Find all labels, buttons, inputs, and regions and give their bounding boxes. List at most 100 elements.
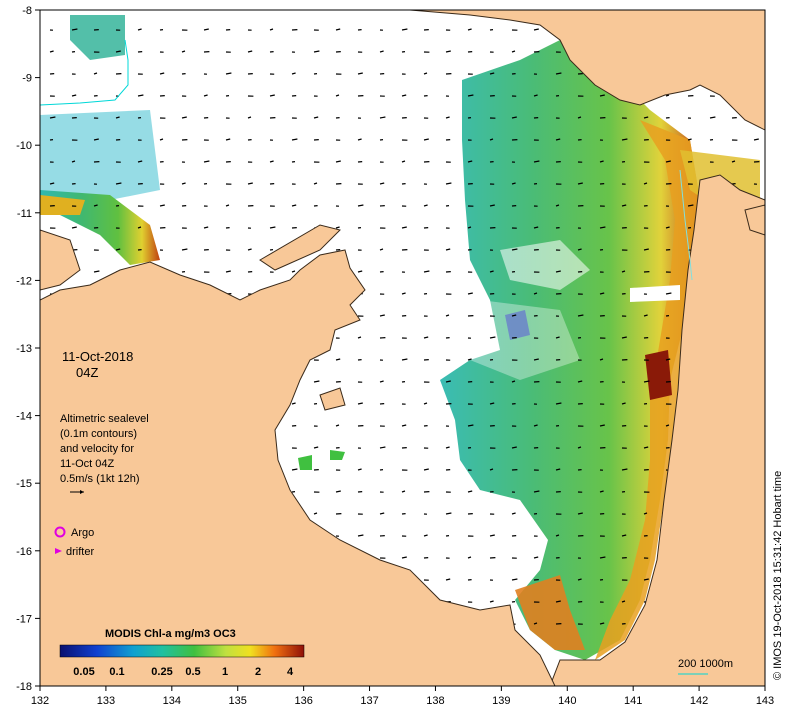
- velocity-arrow: [511, 116, 517, 119]
- velocity-arrow: [467, 226, 472, 229]
- cloud-gap: [500, 240, 590, 290]
- velocity-arrow: [709, 116, 716, 119]
- velocity-arrow: [445, 248, 451, 251]
- velocity-arrow: [423, 468, 429, 471]
- velocity-arrow: [533, 424, 538, 427]
- y-tick-label: -17: [16, 613, 32, 625]
- velocity-arrow: [137, 160, 143, 163]
- velocity-arrow: [467, 358, 472, 361]
- velocity-arrow: [533, 358, 539, 361]
- x-tick-label: 143: [756, 695, 774, 707]
- velocity-arrow: [621, 534, 627, 537]
- velocity-arrow: [665, 292, 672, 295]
- velocity-arrow: [401, 226, 407, 229]
- y-tick-label: -15: [16, 478, 32, 490]
- colorbar-label: 0.1: [109, 666, 124, 678]
- velocity-arrow: [511, 248, 518, 251]
- velocity-arrow: [357, 138, 362, 141]
- velocity-arrow: [137, 28, 142, 31]
- velocity-arrow: [643, 182, 648, 185]
- velocity-arrow: [379, 314, 385, 317]
- velocity-arrow: [511, 50, 516, 53]
- velocity-arrow: [533, 28, 539, 31]
- velocity-arrow: [489, 336, 496, 339]
- velocity-arrow: [401, 358, 408, 361]
- velocity-arrow: [115, 50, 121, 53]
- cape-york: [549, 174, 765, 686]
- velocity-arrow: [379, 116, 386, 119]
- velocity-arrow: [335, 28, 341, 31]
- colorbar-label: 4: [287, 666, 294, 678]
- tiwi-islands: [40, 229, 81, 291]
- velocity-arrow: [533, 490, 540, 493]
- velocity-arrow: [599, 490, 604, 493]
- velocity-arrow: [555, 336, 560, 339]
- velocity-arrow: [401, 424, 407, 427]
- x-tick-label: 132: [31, 695, 49, 707]
- velocity-arrow: [71, 160, 76, 163]
- x-tick-label: 134: [163, 695, 181, 707]
- colorbar-label: 1: [222, 666, 228, 678]
- velocity-arrow: [357, 270, 363, 273]
- velocity-arrow: [577, 380, 583, 383]
- colorbar-label: 0.25: [151, 666, 172, 678]
- velocity-arrow: [599, 556, 606, 559]
- velocity-arrow: [401, 160, 406, 163]
- velocity-arrow: [181, 50, 186, 53]
- velocity-arrow: [49, 50, 54, 53]
- velocity-arrow: [203, 94, 208, 97]
- velocity-arrow: [643, 380, 650, 383]
- velocity-arrow: [665, 226, 670, 229]
- velocity-arrow: [621, 600, 626, 603]
- velocity-arrow: [137, 94, 144, 97]
- velocity-arrow: [291, 402, 296, 405]
- velocity-arrow: [665, 358, 671, 361]
- velocity-arrow: [687, 138, 692, 141]
- velocity-arrow: [313, 380, 320, 383]
- velocity-arrow: [159, 138, 164, 141]
- chlorophyll-layer: [40, 15, 760, 660]
- x-tick-label: 138: [426, 695, 444, 707]
- velocity-arrow: [247, 116, 252, 119]
- chl-swath-gulf: [440, 40, 700, 660]
- velocity-arrow: [577, 446, 582, 449]
- velocity-arrow: [555, 138, 561, 141]
- land-layer: [40, 10, 765, 686]
- x-tick-label: 135: [229, 695, 247, 707]
- velocity-arrow: [555, 270, 561, 273]
- velocity-arrow: [467, 556, 472, 559]
- velocity-arrow: [621, 138, 628, 141]
- velocity-arrow: [137, 226, 142, 229]
- argo-label: Argo: [71, 527, 94, 539]
- velocity-arrow: [643, 578, 649, 581]
- velocity-arrow: [445, 446, 450, 449]
- credit-text: © IMOS 19-Oct-2018 15:31:42 Hobart time: [772, 471, 784, 680]
- velocity-arrow: [71, 94, 77, 97]
- velocity-arrow: [467, 424, 474, 427]
- velocity-arrow: [599, 226, 606, 229]
- velocity-arrow: [599, 424, 605, 427]
- velocity-arrow: [423, 138, 429, 141]
- velocity-arrow: [291, 204, 297, 207]
- velocity-arrow: [71, 28, 78, 31]
- y-tick-label: -8: [22, 5, 32, 17]
- x-axis: 132 133 134 135 136 137 138 139 140 141 142 143: [31, 686, 774, 707]
- x-tick-label: 139: [492, 695, 510, 707]
- velocity-arrow: [423, 72, 428, 75]
- velocity-arrow: [269, 28, 274, 31]
- velocity-arrow: [555, 72, 562, 75]
- velocity-arrow: [489, 402, 495, 405]
- colorbar: MODIS Chl-a mg/m3 OC3 0.05 0.1 0.25 0.5 1 2 4: [59, 628, 305, 678]
- new-guinea: [409, 10, 765, 131]
- velocity-arrow: [423, 270, 430, 273]
- velocity-arrow: [247, 182, 253, 185]
- velocity-arrow: [533, 226, 539, 229]
- velocity-arrow: [291, 270, 296, 273]
- velocity-arrow: [511, 314, 517, 317]
- velocity-arrow: [401, 490, 406, 493]
- legend-line-3: and velocity for: [60, 443, 134, 455]
- colorbar-label: 0.5: [185, 666, 200, 678]
- velocity-arrow: [467, 94, 474, 97]
- y-tick-label: -14: [16, 411, 32, 423]
